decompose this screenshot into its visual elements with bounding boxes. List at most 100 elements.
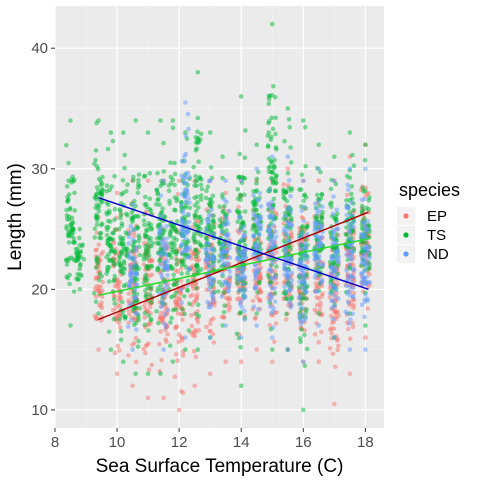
data-point [141, 218, 147, 223]
data-point [145, 265, 151, 271]
data-point [178, 266, 184, 271]
data-point [96, 208, 102, 214]
data-point [134, 311, 139, 317]
data-point [99, 305, 105, 311]
data-point [282, 284, 287, 289]
data-point [157, 232, 162, 237]
data-point [145, 395, 151, 401]
data-point [288, 287, 293, 293]
data-point [347, 222, 352, 227]
data-point [128, 263, 133, 269]
data-point [92, 161, 97, 166]
data-point [318, 243, 323, 249]
data-point [204, 324, 209, 330]
data-point [362, 157, 368, 163]
data-point [156, 285, 161, 291]
data-point [346, 326, 351, 332]
data-point [207, 265, 212, 270]
data-point [184, 248, 189, 254]
data-point [131, 174, 136, 180]
data-point [64, 207, 69, 213]
data-point [237, 151, 242, 157]
data-point [73, 246, 79, 252]
data-point [289, 257, 294, 263]
data-point [182, 311, 187, 317]
data-point [350, 152, 355, 158]
data-point [77, 226, 83, 232]
data-point [329, 298, 334, 304]
data-point [298, 246, 304, 251]
data-point [285, 206, 290, 211]
data-point [187, 174, 192, 180]
data-point [136, 338, 141, 344]
data-point [301, 198, 307, 204]
data-point [330, 240, 336, 246]
data-point [66, 192, 72, 197]
data-point [332, 254, 337, 259]
data-point [193, 135, 199, 140]
data-point [118, 263, 124, 269]
data-point [183, 100, 188, 105]
data-point [285, 281, 290, 286]
data-point [361, 251, 366, 256]
data-point [286, 117, 292, 122]
data-point [223, 222, 228, 228]
data-point [345, 182, 351, 188]
data-point [198, 233, 204, 238]
data-point [282, 261, 288, 266]
data-point [208, 281, 214, 287]
data-point [219, 294, 225, 299]
data-point [119, 249, 124, 254]
data-point [126, 311, 132, 317]
data-point [100, 249, 105, 255]
data-point [117, 317, 123, 322]
data-point [180, 210, 186, 216]
data-point [117, 325, 123, 330]
data-point [170, 250, 176, 255]
data-point [288, 230, 294, 235]
data-point [145, 234, 151, 240]
data-point [64, 142, 69, 148]
data-point [158, 310, 164, 316]
data-point [224, 199, 229, 205]
data-point [336, 313, 341, 318]
data-point [108, 347, 114, 352]
data-point [182, 294, 187, 299]
data-point [344, 192, 350, 198]
data-point [269, 93, 275, 98]
data-point [257, 191, 263, 196]
data-point [142, 173, 148, 179]
data-point [129, 210, 135, 215]
data-point [301, 204, 307, 209]
data-point [70, 220, 75, 226]
data-point [312, 250, 317, 255]
data-point [253, 271, 258, 277]
data-point [204, 257, 209, 263]
data-point [143, 194, 148, 200]
data-point [112, 283, 118, 289]
data-point [170, 307, 176, 313]
data-point [130, 237, 136, 242]
data-point [93, 148, 99, 153]
data-point [273, 173, 279, 179]
data-point [112, 217, 117, 222]
data-point [109, 248, 114, 254]
data-point [281, 189, 286, 194]
data-point [145, 371, 151, 377]
data-point [344, 268, 349, 273]
data-point [365, 306, 370, 311]
data-point [66, 178, 71, 184]
data-point [133, 118, 138, 123]
data-point [120, 178, 126, 183]
data-point [130, 178, 136, 183]
data-point [351, 163, 357, 168]
data-point [146, 223, 152, 229]
data-point [170, 359, 176, 365]
data-point [106, 265, 112, 270]
data-point [209, 293, 215, 298]
data-point [289, 295, 295, 300]
data-point [154, 240, 159, 246]
data-point [119, 241, 124, 247]
data-point [271, 309, 276, 314]
data-point [96, 288, 102, 294]
